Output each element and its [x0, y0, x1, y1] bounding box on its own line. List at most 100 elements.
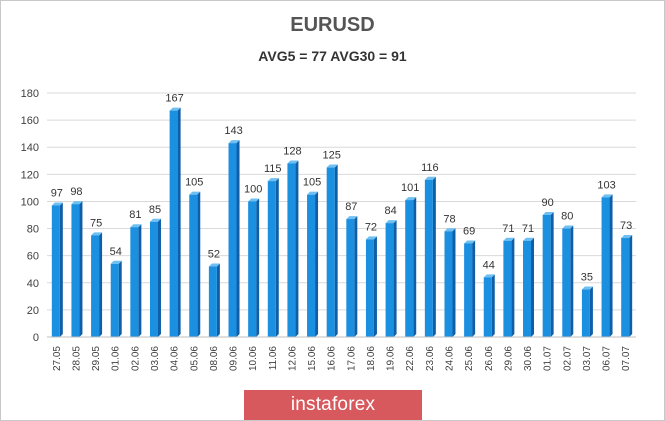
data-label: 100 [244, 183, 262, 195]
bar-side [511, 237, 515, 337]
bar [503, 240, 512, 337]
x-tick-label: 02.07 [562, 346, 573, 371]
y-tick-label: 180 [21, 88, 39, 100]
bar-top [110, 260, 122, 264]
bar-side [432, 176, 436, 337]
bar [267, 181, 276, 337]
data-label: 71 [522, 223, 534, 235]
data-label: 81 [129, 209, 141, 221]
bar [130, 227, 139, 337]
x-tick-label: 01.06 [111, 346, 122, 371]
data-label: 128 [283, 145, 301, 157]
bar [424, 179, 433, 337]
y-tick-label: 120 [21, 169, 39, 181]
data-label: 103 [597, 179, 615, 191]
bar-top [307, 191, 319, 195]
bar [523, 240, 532, 337]
bar-top [267, 178, 279, 182]
x-tick-label: 05.06 [189, 346, 200, 371]
bar-side [216, 263, 220, 337]
bar [287, 163, 296, 337]
x-tick-label: 26.06 [484, 346, 495, 371]
data-label: 97 [51, 188, 63, 200]
bar-top [542, 212, 554, 215]
bar-top [523, 237, 535, 241]
bar-top [464, 240, 476, 244]
x-tick-label: 18.06 [366, 346, 377, 371]
bar [307, 194, 316, 337]
bar-side [570, 225, 574, 337]
bar-side [334, 164, 338, 337]
data-label: 35 [581, 272, 593, 284]
bar-top [385, 220, 397, 224]
bar-side [177, 107, 181, 337]
x-tick-label: 03.07 [582, 346, 593, 371]
bar [208, 266, 217, 337]
bar-top [601, 194, 613, 198]
bar [621, 238, 630, 337]
bar-top [424, 176, 436, 180]
bar-side [79, 201, 83, 337]
data-label: 105 [303, 177, 321, 189]
x-tick-label: 27.05 [52, 346, 63, 371]
bar-top [326, 164, 338, 168]
bar [601, 197, 610, 337]
bar-side [99, 232, 103, 337]
bar-top [169, 107, 181, 111]
bar [542, 215, 551, 337]
bar [248, 201, 257, 337]
bar-side [393, 220, 397, 337]
data-label: 71 [502, 223, 514, 235]
bar-side [452, 228, 456, 337]
data-label: 125 [323, 150, 341, 162]
bar-top [228, 140, 240, 144]
data-label: 85 [149, 204, 161, 216]
data-label: 116 [421, 162, 439, 174]
bar-side [138, 224, 142, 337]
x-tick-label: 06.07 [602, 346, 613, 371]
y-tick-label: 80 [27, 224, 39, 236]
bar-top [346, 216, 358, 220]
bar-side [275, 178, 279, 337]
x-tick-label: 15.06 [307, 346, 318, 371]
bar-side [550, 212, 554, 337]
bar [365, 239, 374, 337]
x-tick-label: 29.06 [503, 346, 514, 371]
data-label: 115 [264, 163, 282, 175]
x-tick-label: 23.06 [425, 346, 436, 371]
data-label: 52 [208, 249, 220, 261]
data-label: 90 [542, 197, 554, 209]
bar [405, 200, 414, 337]
x-tick-label: 10.06 [248, 346, 259, 371]
bar-side [295, 160, 299, 337]
bar [169, 110, 178, 337]
x-tick-label: 22.06 [405, 346, 416, 371]
bar-top [405, 197, 417, 201]
x-tick-label: 02.06 [130, 346, 141, 371]
bar-side [197, 191, 201, 337]
y-tick-label: 160 [21, 115, 39, 127]
data-label: 75 [90, 217, 102, 229]
data-label: 105 [185, 177, 203, 189]
bar-side [472, 240, 476, 337]
bar [385, 223, 394, 337]
bar [483, 277, 492, 337]
x-tick-label: 03.06 [150, 346, 161, 371]
x-tick-label: 01.07 [543, 346, 554, 371]
bar [110, 263, 119, 337]
bar [71, 204, 80, 337]
bar [189, 194, 198, 337]
y-tick-label: 0 [33, 332, 39, 344]
bar-top [287, 160, 299, 164]
x-tick-label: 25.06 [464, 346, 475, 371]
x-tick-label: 24.06 [444, 346, 455, 371]
x-tick-label: 08.06 [209, 346, 220, 371]
x-tick-label: 28.05 [71, 346, 82, 371]
bar-side [531, 237, 535, 337]
bar [562, 228, 571, 337]
instaforex-watermark: instaforex [244, 390, 422, 420]
chart-title: EURUSD [290, 14, 375, 36]
x-tick-label: 04.06 [170, 346, 181, 371]
bar [326, 167, 335, 337]
bar [346, 219, 355, 337]
